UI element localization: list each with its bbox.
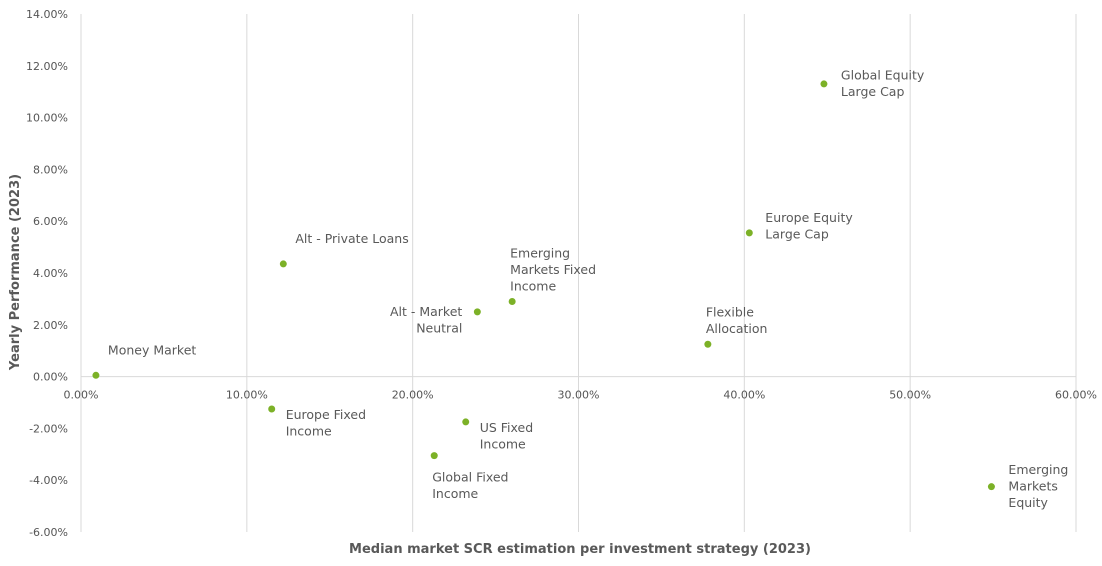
y-tick-label: 12.00% xyxy=(26,60,68,73)
y-tick-label: -6.00% xyxy=(29,526,68,539)
data-label: Emerging Markets Fixed Income xyxy=(510,245,596,293)
x-tick-label: 30.00% xyxy=(558,389,600,402)
data-label: Global Equity Large Cap xyxy=(841,68,925,100)
x-tick-label: 10.00% xyxy=(226,389,268,402)
data-label: US Fixed Income xyxy=(480,420,533,452)
data-point xyxy=(462,418,470,426)
data-label: Emerging Markets Equity xyxy=(1008,462,1068,510)
y-tick-label: 0.00% xyxy=(33,371,68,384)
data-label: Europe Fixed Income xyxy=(286,407,366,439)
y-tick-label: -2.00% xyxy=(29,422,68,435)
data-points xyxy=(92,80,995,491)
y-tick-label: 4.00% xyxy=(33,267,68,280)
x-tick-label: 50.00% xyxy=(889,389,931,402)
x-tick-label: 40.00% xyxy=(723,389,765,402)
data-labels: Money Market Alt - Private Loans Europe Fi… xyxy=(108,68,1068,510)
data-point xyxy=(745,229,753,237)
axes xyxy=(80,14,1076,532)
data-point xyxy=(508,297,516,305)
y-tick-label: 6.00% xyxy=(33,215,68,228)
data-label: Alt - Private Loans xyxy=(295,231,408,246)
y-tick-label: 10.00% xyxy=(26,112,68,125)
data-label: Flexible Allocation xyxy=(706,305,768,337)
data-label: Europe Equity Large Cap xyxy=(765,210,853,242)
data-point xyxy=(987,483,995,491)
x-tick-label: 0.00% xyxy=(64,389,99,402)
data-label: Alt - Market Neutral xyxy=(390,304,462,336)
x-axis-title: Median market SCR estimation per investm… xyxy=(349,542,811,557)
y-axis-title: Yearly Performance (2023) xyxy=(8,174,23,371)
data-label: Global Fixed Income xyxy=(432,470,508,502)
grid-lines xyxy=(246,14,1077,532)
data-label: Money Market xyxy=(108,342,196,357)
y-tick-label: 14.00% xyxy=(26,8,68,21)
data-point xyxy=(473,308,481,316)
data-point xyxy=(279,260,287,268)
x-axis-ticks: 0.00% 10.00% 20.00% 30.00% 40.00% 50.00% 60.00… xyxy=(64,389,1097,402)
data-point xyxy=(704,340,712,348)
data-point xyxy=(820,80,828,88)
data-point xyxy=(268,405,276,413)
x-tick-label: 60.00% xyxy=(1055,389,1097,402)
x-tick-label: 20.00% xyxy=(392,389,434,402)
data-point xyxy=(92,371,100,379)
data-point xyxy=(430,452,438,460)
y-tick-label: 8.00% xyxy=(33,163,68,176)
y-tick-label: -4.00% xyxy=(29,474,68,487)
y-tick-label: 2.00% xyxy=(33,319,68,332)
y-axis-ticks: 14.00% 12.00% 10.00% 8.00% 6.00% 4.00% 2.00% 0.… xyxy=(26,8,68,539)
